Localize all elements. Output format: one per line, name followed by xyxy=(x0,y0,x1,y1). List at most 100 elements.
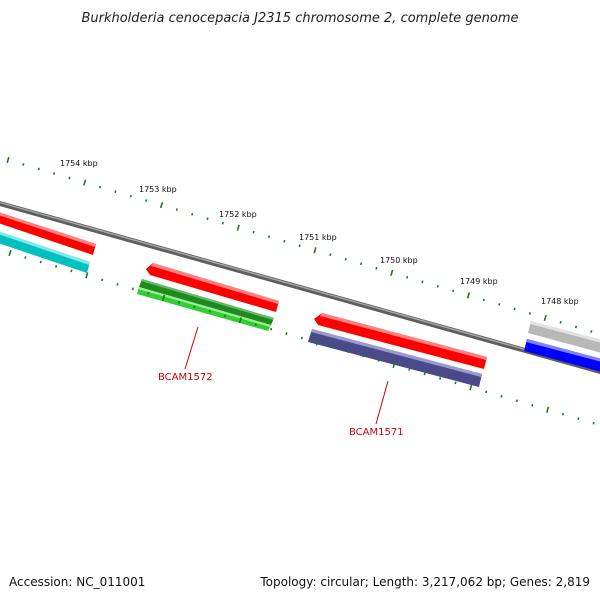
outer-minor-tick xyxy=(52,172,56,175)
outer-minor-tick xyxy=(298,244,301,248)
outer-minor-tick xyxy=(68,176,71,180)
inner-minor-tick xyxy=(438,377,442,380)
outer-major-tick xyxy=(236,224,240,231)
inner-major-tick xyxy=(546,406,550,413)
outer-minor-tick xyxy=(329,253,332,257)
inner-minor-tick xyxy=(131,287,134,291)
inner-minor-tick xyxy=(208,309,211,313)
inner-minor-tick xyxy=(39,260,42,264)
feature-red-arrow-2 xyxy=(314,313,487,369)
outer-major-tick xyxy=(6,156,10,164)
inner-minor-tick xyxy=(223,314,227,318)
inner-minor-tick xyxy=(101,278,104,282)
outer-minor-tick xyxy=(406,275,409,279)
outer-minor-tick xyxy=(528,312,532,315)
inner-minor-tick xyxy=(423,372,426,376)
inner-tick-row xyxy=(8,249,595,425)
inner-minor-tick xyxy=(592,421,595,425)
leader-line-bcam1572 xyxy=(184,326,199,370)
outer-minor-tick xyxy=(22,163,25,166)
outer-minor-tick xyxy=(375,266,378,270)
outer-minor-tick xyxy=(206,217,209,221)
feature-navy xyxy=(308,329,482,387)
outer-minor-tick xyxy=(283,239,286,243)
inner-minor-tick xyxy=(177,300,181,304)
inner-minor-tick xyxy=(331,345,334,349)
inner-minor-tick xyxy=(561,412,565,416)
inner-minor-tick xyxy=(362,354,365,358)
inner-minor-tick xyxy=(285,332,288,335)
outer-minor-tick xyxy=(574,325,578,329)
genome-backbone xyxy=(0,200,600,375)
scale-label-1750: 1750 kbp xyxy=(380,256,418,265)
gene-features xyxy=(0,212,600,387)
inner-minor-tick xyxy=(485,390,488,394)
gene-label-bcam1571[interactable]: BCAM1571 xyxy=(349,427,404,438)
inner-major-tick xyxy=(469,384,473,391)
inner-major-tick xyxy=(238,317,243,324)
outer-minor-tick xyxy=(37,167,40,171)
inner-minor-tick xyxy=(300,336,303,340)
scale-label-1754: 1754 kbp xyxy=(60,159,98,168)
inner-minor-tick xyxy=(377,359,380,362)
outer-major-tick xyxy=(313,247,317,254)
inner-major-tick xyxy=(162,294,166,301)
outer-tick-row: 1754 kbp 1753 kbp 1752 kbp 1751 kbp 1750… xyxy=(6,156,593,333)
gene-labels: BCAM1572 BCAM1571 xyxy=(158,326,404,438)
inner-major-tick xyxy=(85,272,89,279)
outer-minor-tick xyxy=(344,257,347,261)
outer-minor-tick xyxy=(559,321,562,324)
outer-major-tick xyxy=(543,314,547,322)
outer-minor-ticks xyxy=(6,156,593,333)
inner-minor-tick xyxy=(54,265,58,268)
scale-label-1749: 1749 kbp xyxy=(460,277,498,286)
outer-minor-tick xyxy=(145,199,148,202)
scale-label-1753: 1753 kbp xyxy=(139,185,177,194)
inner-minor-tick xyxy=(116,282,119,286)
feature-green-dark xyxy=(139,279,274,325)
outer-minor-tick xyxy=(129,194,132,198)
inner-minor-tick xyxy=(193,305,196,309)
inner-minor-tick xyxy=(577,417,580,421)
inner-minor-tick xyxy=(70,269,73,273)
genome-summary-text: Topology: circular; Length: 3,217,062 bp… xyxy=(259,575,590,589)
outer-minor-tick xyxy=(267,235,271,239)
outer-minor-tick xyxy=(114,190,117,193)
feature-cyan-left xyxy=(0,231,90,273)
gene-label-bcam1572[interactable]: BCAM1572 xyxy=(158,372,213,383)
inner-minor-tick xyxy=(346,350,350,353)
outer-minor-tick xyxy=(99,185,102,189)
inner-minor-tick xyxy=(408,368,411,371)
outer-minor-tick xyxy=(436,284,439,288)
inner-major-tick xyxy=(315,339,319,346)
accession-text: Accession: NC_011001 xyxy=(9,575,145,589)
feature-red-arrow-1 xyxy=(146,263,279,312)
scale-label-1752: 1752 kbp xyxy=(219,210,257,219)
outer-minor-tick xyxy=(452,289,455,293)
map-title: Burkholderia cenocepacia J2315 chromosom… xyxy=(81,11,518,26)
outer-major-tick xyxy=(83,179,87,186)
inner-minor-tick xyxy=(515,399,519,403)
inner-minor-tick xyxy=(531,403,534,407)
feature-green-light xyxy=(137,287,271,331)
outer-minor-tick xyxy=(498,303,501,306)
inner-minor-tick xyxy=(24,256,27,259)
outer-minor-tick xyxy=(482,298,485,302)
inner-minor-tick xyxy=(454,381,457,385)
outer-minor-tick xyxy=(191,212,194,216)
outer-major-tick xyxy=(159,202,164,209)
inner-minor-tick xyxy=(270,327,273,331)
inner-minor-tick xyxy=(254,323,257,327)
outer-major-tick xyxy=(390,269,394,276)
outer-minor-tick xyxy=(590,330,593,333)
outer-minor-tick xyxy=(175,208,178,212)
feature-blue-right xyxy=(524,339,600,372)
feature-red-left xyxy=(0,212,96,255)
inner-major-tick xyxy=(8,249,12,257)
outer-major-tick xyxy=(466,292,471,299)
inner-minor-tick xyxy=(147,291,150,295)
scale-label-1751: 1751 kbp xyxy=(299,233,337,242)
outer-minor-tick xyxy=(513,307,516,311)
outer-minor-tick xyxy=(252,230,255,234)
